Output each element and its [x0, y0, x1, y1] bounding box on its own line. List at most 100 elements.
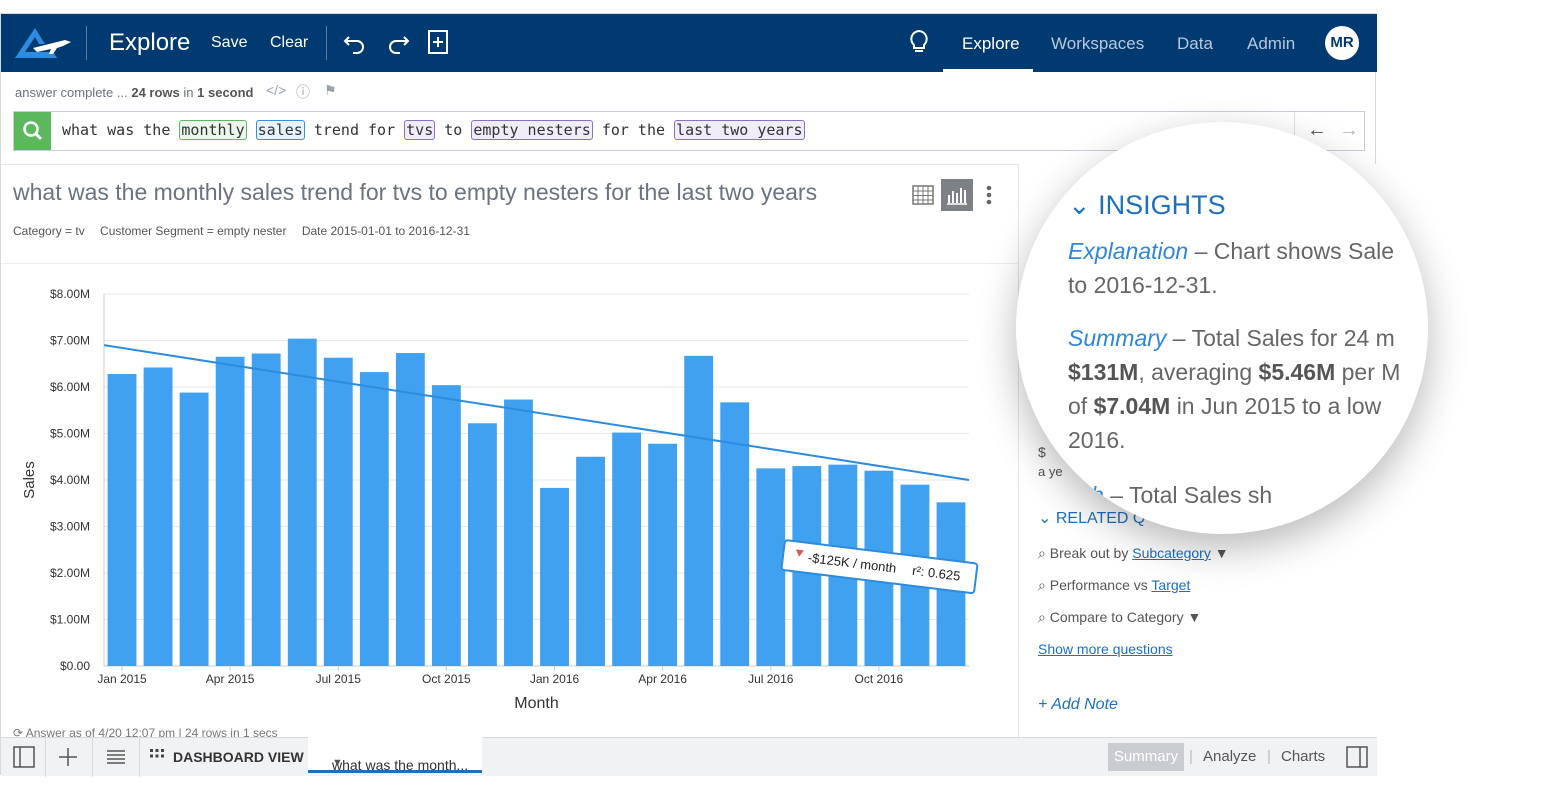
flag-icon[interactable]: ⚑: [324, 82, 337, 98]
search-token-keyword[interactable]: monthly: [179, 120, 247, 140]
nav-link-admin[interactable]: Admin: [1247, 34, 1296, 53]
status-prefix: answer complete ...: [15, 85, 128, 100]
tab-current-answer[interactable]: what was the month... ▼: [308, 737, 482, 773]
chart-bar: [107, 373, 137, 666]
divider: [45, 738, 46, 777]
insights-heading[interactable]: ⌄ INSIGHTS: [1068, 190, 1226, 221]
related-question[interactable]: ⌕ Compare to Category ▼: [1038, 609, 1201, 626]
chart-bar: [179, 392, 209, 666]
related-question-link[interactable]: Target: [1151, 577, 1191, 593]
filter-chip[interactable]: Date 2015-01-01 to 2016-12-31: [301, 224, 470, 238]
nav-link-workspaces[interactable]: Workspaces: [1051, 34, 1145, 53]
search-token-measure[interactable]: sales: [255, 120, 305, 140]
info-icon[interactable]: ⓘ: [296, 84, 310, 100]
dashboard-view-button[interactable]: DASHBOARD VIEW: [173, 749, 304, 765]
insight-text: per M: [1341, 359, 1401, 385]
panel-toggle-icon[interactable]: [1344, 744, 1370, 770]
x-tick-label: Apr 2015: [206, 672, 255, 686]
page-title: Explore: [109, 29, 191, 56]
status-mid: in: [183, 85, 194, 100]
x-tick-label: Jan 2016: [530, 672, 580, 686]
back-arrow-icon[interactable]: ←: [1307, 119, 1327, 141]
refresh-icon[interactable]: ⟳: [13, 726, 24, 740]
chart-bar: [612, 432, 642, 666]
search-token-value[interactable]: tvs: [404, 120, 436, 140]
related-questions-heading[interactable]: ⌄ RELATED Q: [1038, 508, 1145, 528]
insight-text: – Total Sales sh: [1110, 482, 1273, 508]
save-button[interactable]: Save: [211, 34, 248, 51]
related-question-link[interactable]: Subcategory: [1132, 545, 1211, 561]
answer-title: what was the monthly sales trend for tvs…: [13, 179, 818, 205]
search-input[interactable]: what was the monthly sales trend for tvs…: [62, 120, 805, 140]
nav-divider: [326, 26, 327, 60]
related-question[interactable]: ⌕ Break out by Subcategory ▼: [1038, 545, 1229, 562]
more-options-icon[interactable]: [981, 179, 997, 211]
insights-magnifier: ⌄ INSIGHTS Explanation – Chart shows Sal…: [1016, 122, 1428, 534]
caret-down-icon[interactable]: ▼: [1187, 609, 1202, 625]
top-nav: Explore Save Clear Explore Workspaces Da…: [1, 14, 1377, 72]
nav-link-data[interactable]: Data: [1177, 34, 1213, 53]
caret-down-icon[interactable]: ▼: [332, 757, 343, 769]
analyze-tab[interactable]: Analyze: [1203, 748, 1257, 765]
related-heading-label: RELATED Q: [1055, 510, 1146, 527]
undo-icon[interactable]: [341, 28, 369, 56]
add-note-button[interactable]: + Add Note: [1038, 696, 1118, 713]
filter-bar: Category = tv Customer Segment = empty n…: [13, 224, 482, 238]
search-token-value[interactable]: last two years: [674, 120, 805, 140]
chart-bar: [251, 353, 281, 666]
chart-bar: [648, 443, 678, 666]
chart-bar: [720, 402, 750, 666]
table-view-icon[interactable]: [907, 179, 939, 211]
insight-value: $131M: [1068, 359, 1139, 385]
search-token-value[interactable]: empty nesters: [471, 120, 593, 140]
chart-bar: [540, 487, 569, 666]
chart-bar: [359, 372, 389, 666]
x-tick-label: Jan 2015: [97, 672, 147, 686]
filter-chip[interactable]: Customer Segment = empty nester: [100, 224, 287, 238]
related-question[interactable]: ⌕ Performance vs Target: [1038, 577, 1190, 594]
list-icon[interactable]: [103, 744, 129, 770]
status-line: answer complete ... 24 rows in 1 second: [15, 85, 254, 100]
search-icon: ⌕: [1038, 545, 1046, 561]
filter-chip[interactable]: Category = tv: [13, 224, 85, 238]
add-icon[interactable]: [55, 744, 81, 770]
caret-down-icon[interactable]: ▼: [1214, 545, 1229, 561]
x-axis-label: Month: [514, 695, 558, 712]
search-icon: ⌕: [1038, 609, 1046, 625]
charts-tab[interactable]: Charts: [1281, 748, 1326, 765]
show-more-questions-link[interactable]: Show more questions: [1038, 641, 1173, 657]
logo-icon[interactable]: [13, 26, 75, 60]
new-answer-icon[interactable]: [424, 28, 452, 56]
insight-summary: Summary – Total Sales for 24 m: [1068, 325, 1395, 352]
nav-divider: [86, 26, 87, 60]
status-rows: 24 rows: [131, 85, 180, 100]
redo-icon[interactable]: [384, 28, 412, 56]
insight-label: Explanation: [1068, 238, 1189, 264]
lightbulb-icon[interactable]: [905, 28, 933, 56]
trend-badge-box: [780, 539, 979, 595]
bottom-bar: DASHBOARD VIEW what was the month... ▼ S…: [1, 737, 1377, 777]
search-token: what was the: [62, 121, 171, 139]
forward-arrow-icon[interactable]: →: [1339, 119, 1359, 141]
sales-bar-chart: $0.00 $1.00M $2.00M $3.00M $4.00M $5.00M $6.00…: [21, 287, 979, 712]
code-icon[interactable]: </>: [266, 82, 287, 98]
chart-bar: [756, 468, 786, 666]
chart-view-icon[interactable]: [941, 179, 973, 211]
nav-link-explore[interactable]: Explore: [962, 34, 1020, 53]
summary-tab[interactable]: Summary: [1108, 743, 1184, 771]
search-button[interactable]: [14, 112, 51, 150]
insight-explanation-cont: to 2016-12-31.: [1068, 272, 1218, 298]
avatar[interactable]: MR: [1325, 26, 1359, 60]
answer-rows: | 24 rows in 1 secs: [178, 726, 278, 740]
chart-bar: [215, 356, 245, 666]
search-bar[interactable]: what was the monthly sales trend for tvs…: [13, 111, 1365, 151]
sidebar-toggle-icon[interactable]: [11, 744, 37, 770]
y-tick-label: $6.00M: [50, 380, 90, 394]
y-tick-label: $1.00M: [50, 613, 90, 627]
y-tick-label: $3.00M: [50, 520, 90, 534]
insight-growth: wth – Total Sales sh: [1068, 482, 1272, 509]
x-axis-ticks: Jan 2015 Apr 2015 Jul 2015 Oct 2015 Jan 2016…: [97, 666, 904, 686]
y-tick-label: $2.00M: [50, 566, 90, 580]
related-question-text: Performance vs: [1049, 577, 1148, 593]
clear-button[interactable]: Clear: [270, 34, 309, 51]
